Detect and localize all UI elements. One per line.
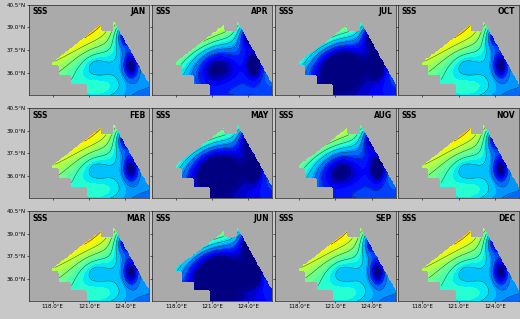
Text: MAY: MAY: [251, 111, 269, 120]
Text: AUG: AUG: [374, 111, 392, 120]
Text: JUN: JUN: [253, 214, 269, 223]
Text: SSS: SSS: [155, 8, 171, 17]
Text: SSS: SSS: [32, 8, 48, 17]
Text: SEP: SEP: [376, 214, 392, 223]
Text: OCT: OCT: [498, 8, 515, 17]
Text: JUL: JUL: [378, 8, 392, 17]
Text: JAN: JAN: [131, 8, 146, 17]
Text: SSS: SSS: [402, 8, 418, 17]
Text: SSS: SSS: [279, 8, 294, 17]
Text: FEB: FEB: [129, 111, 146, 120]
Text: SSS: SSS: [155, 214, 171, 223]
Text: MAR: MAR: [126, 214, 146, 223]
Text: NOV: NOV: [497, 111, 515, 120]
Text: SSS: SSS: [402, 214, 418, 223]
Text: SSS: SSS: [155, 111, 171, 120]
Text: SSS: SSS: [32, 111, 48, 120]
Text: SSS: SSS: [279, 111, 294, 120]
Text: SSS: SSS: [32, 214, 48, 223]
Text: SSS: SSS: [402, 111, 418, 120]
Text: APR: APR: [251, 8, 269, 17]
Text: DEC: DEC: [498, 214, 515, 223]
Text: SSS: SSS: [279, 214, 294, 223]
